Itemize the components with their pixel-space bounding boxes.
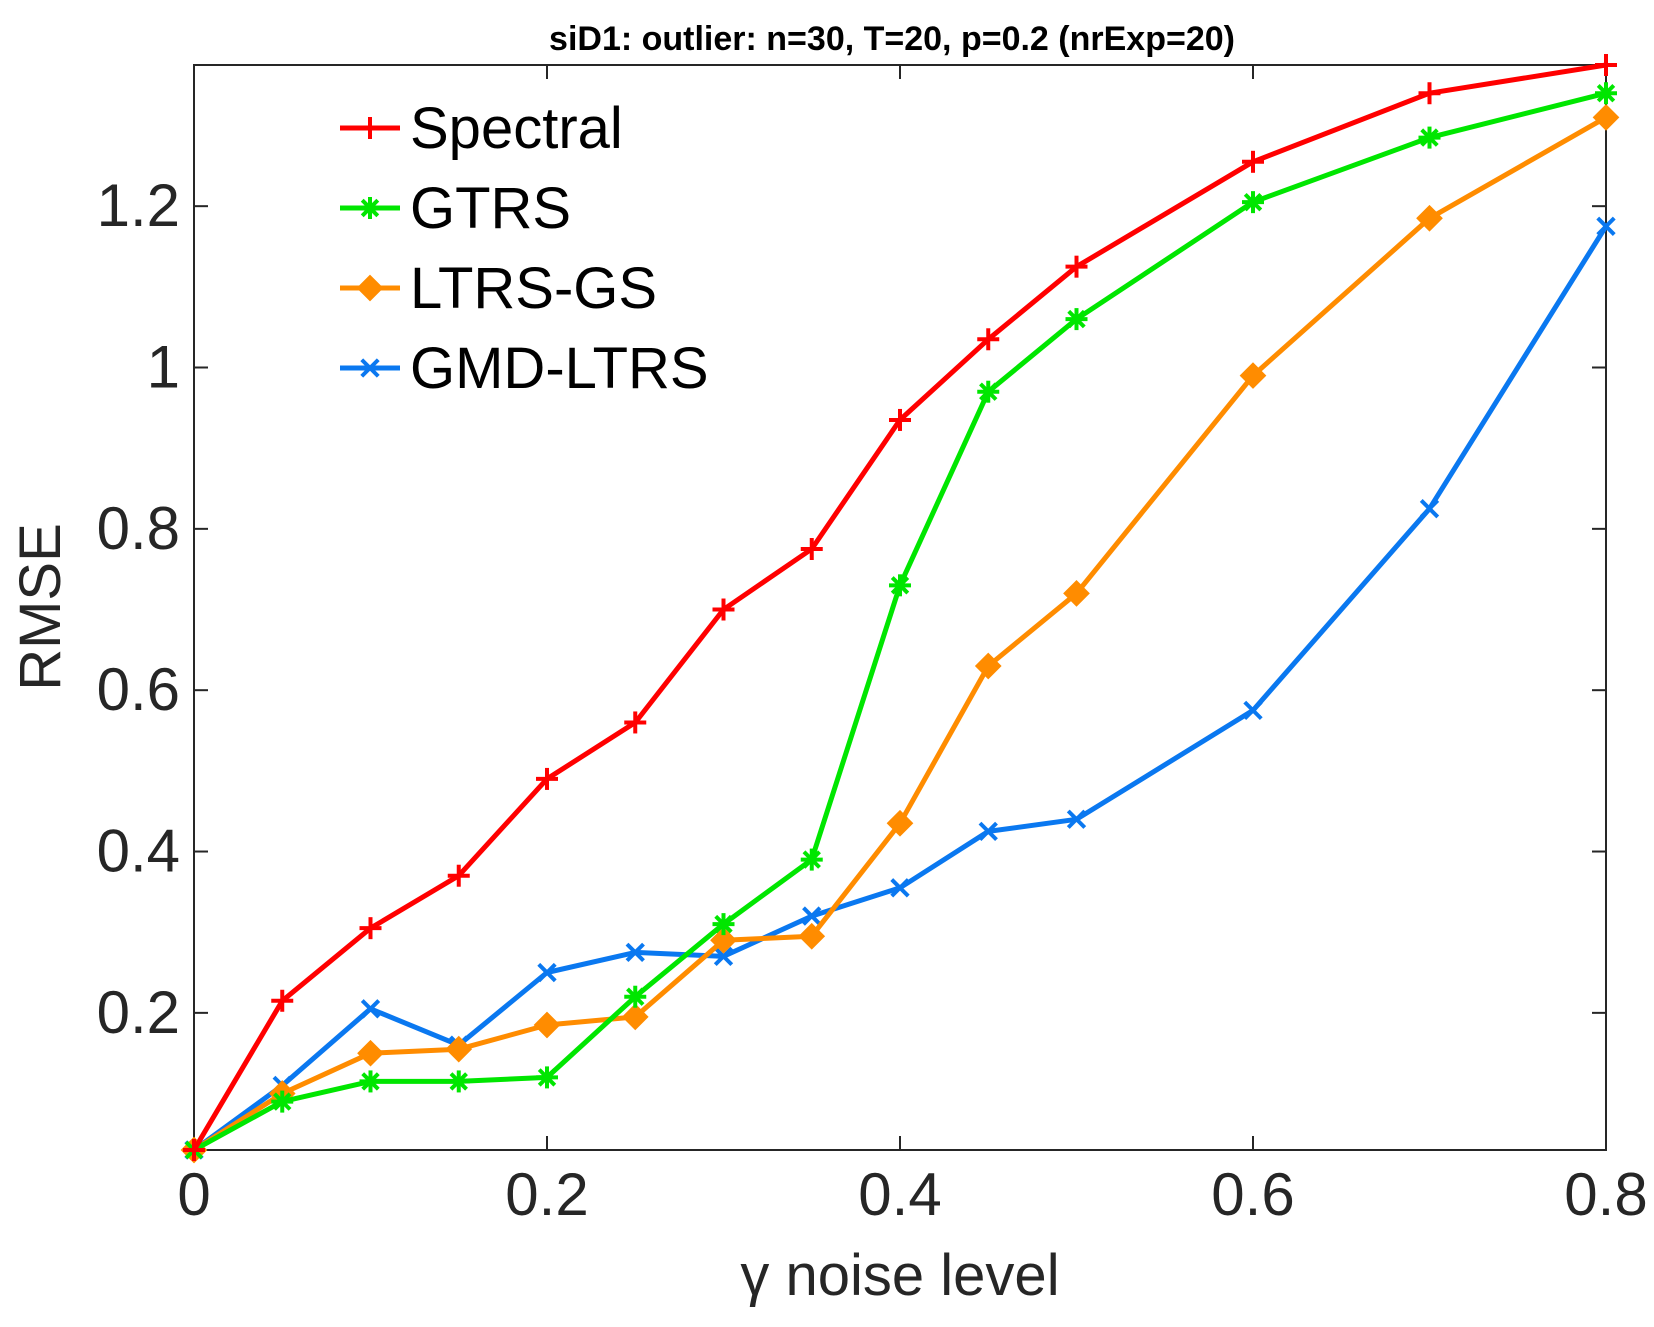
data-point	[183, 1139, 205, 1161]
data-point	[974, 652, 1002, 680]
data-point	[271, 1090, 294, 1113]
chart-title: siD1: outlier: n=30, T=20, p=0.2 (nrExp=…	[549, 20, 1235, 58]
legend-marker	[360, 358, 380, 378]
series-spectral	[183, 54, 1617, 1161]
legend-marker	[356, 274, 384, 302]
data-point	[625, 942, 645, 963]
data-point	[1419, 499, 1440, 519]
data-point	[1418, 82, 1441, 105]
legend-entry: GTRS	[340, 176, 571, 241]
data-point	[1242, 191, 1264, 214]
data-point	[359, 917, 382, 940]
data-point	[1416, 204, 1443, 232]
data-point	[1596, 216, 1616, 237]
x-tick-label: 0.8	[1564, 1161, 1647, 1228]
y-axis-ticks: 0.2 0.4 0.6 0.8 1 1.2	[97, 172, 1606, 1046]
legend-label: GTRS	[410, 176, 571, 241]
data-point	[1065, 255, 1088, 278]
series-line	[191, 62, 1607, 1152]
data-point	[802, 906, 822, 926]
data-point	[712, 598, 735, 621]
x-tick-label: 0.4	[858, 1161, 941, 1228]
data-point	[624, 985, 647, 1008]
data-point	[447, 1070, 470, 1093]
data-point	[624, 711, 647, 734]
data-point	[890, 878, 910, 898]
data-point	[1242, 150, 1264, 173]
series-line	[192, 90, 1607, 1153]
data-point	[536, 767, 558, 790]
legend-marker	[359, 197, 381, 219]
data-point	[271, 989, 294, 1012]
y-tick-label: 0.2	[97, 979, 180, 1046]
legend-label: Spectral	[410, 96, 623, 161]
data-point	[1418, 126, 1441, 149]
data-point	[1592, 104, 1620, 131]
data-point	[798, 922, 826, 950]
data-point	[621, 1003, 649, 1031]
series-layer	[180, 54, 1620, 1164]
legend-marker	[359, 117, 381, 139]
x-tick-label: 0	[177, 1161, 210, 1228]
data-point	[1243, 700, 1263, 721]
data-point	[1066, 809, 1087, 829]
data-point	[1063, 580, 1090, 607]
legend-label: GMD-LTRS	[410, 336, 709, 401]
legend: Spectral GTRS LTRS-GS GMD-LTRS	[340, 96, 709, 401]
data-point	[886, 809, 914, 837]
y-tick-label: 1.2	[97, 172, 180, 239]
data-point	[536, 1066, 558, 1089]
data-point	[533, 1011, 561, 1039]
data-point	[977, 328, 1000, 351]
legend-entry: Spectral	[340, 96, 623, 161]
data-point	[712, 913, 735, 936]
data-point	[800, 848, 823, 871]
data-point	[889, 574, 911, 597]
x-axis-label: γ noise level	[740, 1243, 1059, 1308]
x-tick-label: 0.2	[505, 1161, 588, 1228]
y-axis-label: RMSE	[8, 523, 73, 691]
data-point	[537, 962, 557, 983]
data-point	[978, 821, 998, 842]
series-ltrs-gs	[180, 104, 1620, 1164]
y-tick-label: 0.6	[97, 656, 180, 723]
data-point	[713, 946, 734, 967]
data-point	[357, 1039, 384, 1067]
data-point	[445, 1035, 473, 1063]
data-point	[1065, 308, 1088, 331]
x-axis-ticks: 0 0.2 0.4 0.6 0.8	[177, 65, 1648, 1228]
data-point	[360, 999, 381, 1019]
legend-entry: GMD-LTRS	[340, 336, 709, 401]
legend-entry: LTRS-GS	[340, 256, 657, 321]
data-point	[1595, 82, 1617, 105]
y-tick-label: 1	[147, 334, 180, 401]
plot-area	[193, 64, 1607, 1151]
y-tick-label: 0.8	[97, 495, 180, 562]
series-line	[192, 115, 1608, 1153]
data-point	[889, 408, 911, 431]
x-tick-label: 0.6	[1211, 1161, 1294, 1228]
data-point	[977, 380, 1000, 403]
data-point	[800, 538, 823, 561]
data-point	[1595, 54, 1617, 76]
data-point	[710, 926, 737, 954]
legend-label: LTRS-GS	[410, 256, 657, 321]
data-point	[359, 1070, 382, 1093]
data-point	[447, 864, 470, 887]
data-point	[1239, 362, 1267, 389]
y-tick-label: 0.4	[97, 818, 180, 885]
